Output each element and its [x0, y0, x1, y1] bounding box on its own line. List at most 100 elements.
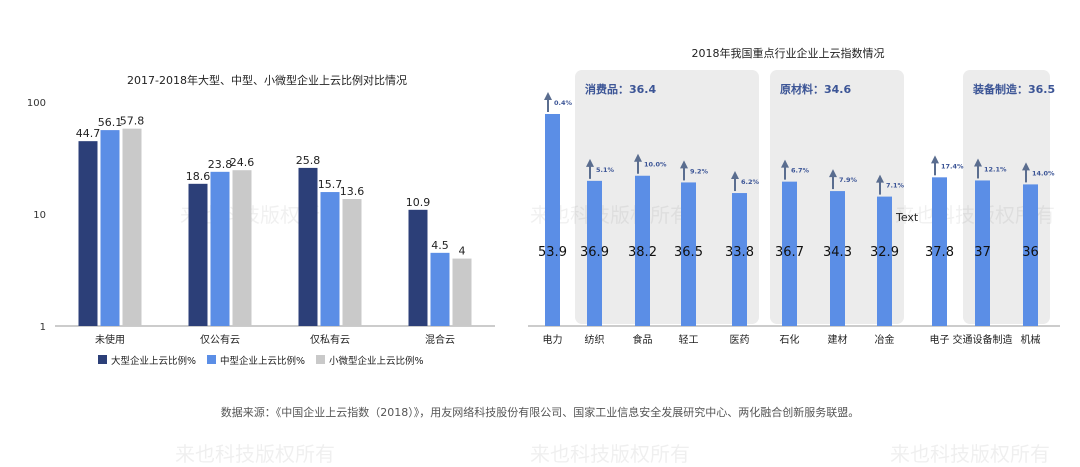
x-tick-label: 医药: [730, 334, 750, 346]
bar-value-label: 33.8: [725, 245, 754, 260]
bar-value-label: 37.8: [925, 245, 954, 260]
group-label: 装备制造：36.5: [972, 82, 1055, 96]
bar: [1023, 184, 1038, 326]
growth-label: 12.1%: [984, 165, 1007, 173]
x-tick-label: 仅私有云: [310, 333, 350, 346]
bar: [681, 182, 696, 326]
x-tick-label: 电力: [543, 333, 563, 346]
growth-arrow-head: [876, 174, 884, 183]
bar-value-label: 13.6: [340, 185, 365, 198]
bar-value-label: 36.9: [580, 245, 609, 260]
bar: [232, 170, 252, 326]
bar: [342, 199, 362, 326]
x-tick-label: 交通设备制造: [953, 333, 1013, 346]
growth-arrow-head: [731, 171, 739, 180]
growth-arrow-head: [1022, 162, 1030, 171]
industry-cloud-index-chart: 2018年我国重点行业企业上云指数情况 消费品：36.4 原材料：34.6 装备制造：…: [520, 0, 1080, 400]
bar: [932, 177, 947, 326]
bar-value-label: 57.8: [120, 115, 145, 128]
x-tick-label: 仅公有云: [200, 333, 240, 346]
bar-value-label: 4: [459, 245, 466, 258]
legend-label: 小微型企业上云比例%: [329, 355, 424, 367]
bar: [122, 128, 142, 326]
bar-value-label: 32.9: [870, 245, 899, 260]
group-label: 原材料：34.6: [780, 82, 851, 96]
bar-value-label: 10.9: [406, 196, 431, 209]
growth-label: 17.4%: [941, 162, 964, 170]
growth-label: 0.4%: [554, 99, 573, 107]
growth-arrow-head: [680, 160, 688, 169]
legend-swatch: [316, 355, 325, 364]
bar-value-label: 36: [1022, 245, 1039, 260]
bar-value-label: 24.6: [230, 156, 255, 169]
bar: [408, 209, 428, 326]
x-tick-label: 纺织: [585, 333, 605, 346]
bar: [298, 167, 318, 326]
bar-value-label: 15.7: [318, 178, 343, 191]
x-tick-label: 机械: [1021, 333, 1041, 346]
bar-value-label: 36.5: [674, 245, 703, 260]
y-tick-label: 100: [27, 98, 46, 109]
company-size-cloud-chart-svg: 2017-2018年大型、中型、小微型企业上云比例对比情况110100来也科技版…: [27, 73, 495, 367]
bar-value-label: 18.6: [186, 170, 211, 183]
annotation-text: Text: [895, 211, 919, 224]
bar-value-label: 23.8: [208, 158, 233, 171]
x-tick-label: 电子: [930, 333, 950, 346]
bar: [210, 171, 230, 326]
bar: [635, 175, 650, 326]
group-background: [575, 70, 759, 324]
x-tick-label: 建材: [828, 333, 848, 346]
bar: [320, 192, 340, 326]
x-tick-label: 未使用: [95, 333, 125, 346]
bar-value-label: 38.2: [628, 245, 657, 260]
x-tick-label: 混合云: [425, 333, 455, 346]
growth-arrow-head: [634, 153, 642, 162]
growth-arrow-head: [829, 169, 837, 178]
legend-label: 大型企业上云比例%: [111, 355, 196, 367]
bar: [975, 180, 990, 326]
bar-value-label: 34.3: [823, 245, 852, 260]
x-tick-label: 石化: [780, 333, 800, 346]
group-label: 消费品：36.4: [585, 82, 656, 96]
growth-label: 10.0%: [644, 161, 667, 169]
bar: [782, 181, 797, 326]
bar: [452, 258, 472, 326]
growth-label: 14.0%: [1032, 169, 1055, 177]
source-note: 数据来源：《中国企业上云指数（2018）》，用友网络科技股份有限公司、国家工业信…: [220, 406, 860, 419]
growth-label: 5.1%: [596, 166, 615, 174]
bar: [188, 183, 208, 326]
growth-label: 9.2%: [690, 167, 709, 175]
bar-value-label: 36.7: [775, 245, 804, 260]
bar-value-label: 53.9: [538, 245, 567, 260]
bar: [78, 141, 98, 326]
bar-value-label: 4.5: [431, 239, 449, 252]
legend-label: 中型企业上云比例%: [220, 355, 305, 367]
growth-arrow-head: [974, 158, 982, 167]
chart-title: 2017-2018年大型、中型、小微型企业上云比例对比情况: [127, 73, 407, 87]
growth-arrow-head: [781, 159, 789, 168]
growth-label: 7.9%: [839, 176, 858, 184]
bar-value-label: 44.7: [76, 127, 101, 140]
legend-swatch: [207, 355, 216, 364]
growth-label: 6.7%: [791, 167, 810, 175]
bar: [830, 191, 845, 326]
company-size-cloud-chart: 2017-2018年大型、中型、小微型企业上云比例对比情况 1 10 100 来也科技版…: [0, 0, 540, 400]
x-tick-label: 食品: [633, 333, 653, 346]
y-tick-label: 10: [33, 210, 46, 221]
bar: [732, 193, 747, 326]
bar: [545, 113, 560, 326]
bar-value-label: 56.1: [98, 116, 123, 129]
bar: [877, 196, 892, 326]
bar-value-label: 37: [974, 245, 991, 260]
growth-arrow-head: [586, 158, 594, 167]
growth-arrow-head: [544, 91, 552, 100]
bar-value-label: 25.8: [296, 154, 321, 167]
y-tick-label: 1: [40, 322, 46, 333]
x-tick-label: 轻工: [679, 333, 699, 346]
bar: [100, 130, 120, 326]
x-tick-label: 冶金: [875, 333, 895, 346]
growth-label: 6.2%: [741, 178, 760, 186]
legend-swatch: [98, 355, 107, 364]
growth-arrow-head: [931, 155, 939, 164]
